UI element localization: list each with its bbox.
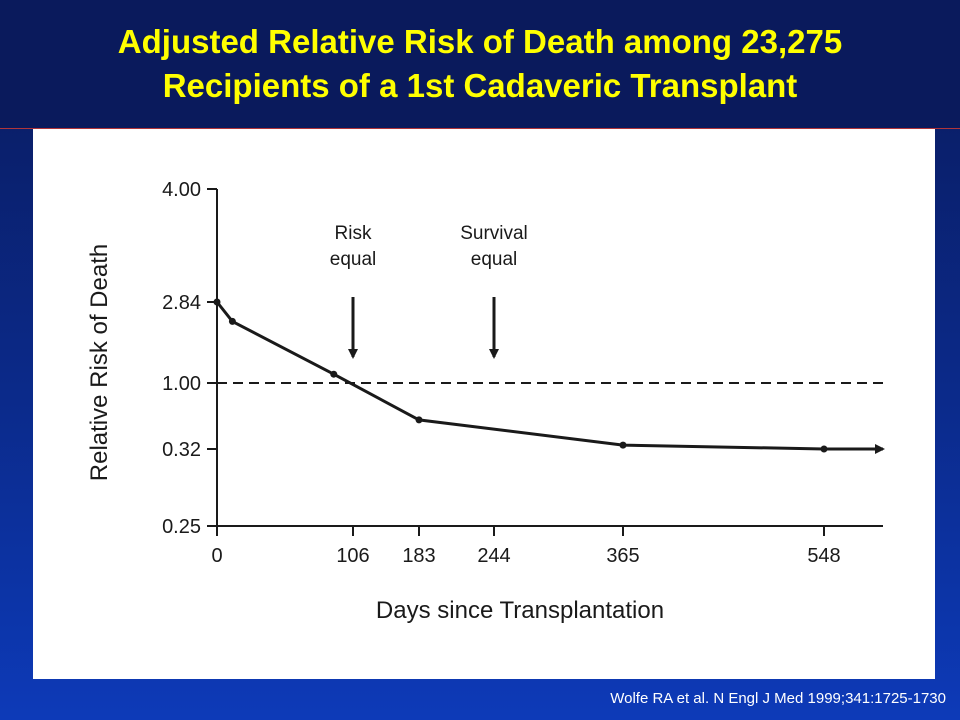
y-tick-label-2: 1.00 — [162, 373, 201, 395]
annotation-1-line-0: Survival — [460, 223, 528, 244]
title-line-1: Adjusted Relative Risk of Death among 23… — [117, 23, 843, 60]
title-line-2: Recipients of a 1st Cadaveric Transplant — [162, 67, 798, 104]
x-tick-label-5: 548 — [807, 545, 840, 567]
annotation-1-line-1: equal — [471, 249, 518, 270]
x-tick-label-0: 0 — [211, 545, 222, 567]
x-tick-label-1: 106 — [336, 545, 369, 567]
data-point-0 — [213, 298, 221, 306]
citation: Wolfe RA et al. N Engl J Med 1999;341:17… — [610, 690, 946, 707]
data-point-1 — [228, 317, 236, 325]
x-tick-label-4: 365 — [606, 545, 639, 567]
data-point-3 — [415, 416, 423, 424]
data-point-2 — [330, 370, 338, 378]
x-tick-label-3: 244 — [477, 545, 510, 567]
y-tick-label-3: 0.32 — [162, 439, 201, 461]
annotation-0-line-0: Risk — [335, 223, 372, 244]
annotation-0-line-1: equal — [330, 249, 377, 270]
slide-title: Adjusted Relative Risk of Death among 23… — [0, 0, 960, 129]
y-tick-label-4: 0.25 — [162, 516, 201, 538]
x-axis-title: Days since Transplantation — [376, 597, 664, 624]
y-axis-title: Relative Risk of Death — [86, 244, 113, 481]
data-point-4 — [619, 441, 627, 449]
chart-panel: 4.00 2.84 1.00 0.32 0.25 0 106 183 244 365 548 Days… — [33, 129, 935, 679]
y-tick-label-0: 4.00 — [162, 179, 201, 201]
x-tick-label-2: 183 — [402, 545, 435, 567]
series-line — [215, 301, 885, 454]
data-point-5 — [820, 445, 828, 453]
risk-chart: 4.00 2.84 1.00 0.32 0.25 0 106 183 244 365 548 Days… — [86, 179, 885, 624]
y-tick-label-1: 2.84 — [162, 292, 201, 314]
